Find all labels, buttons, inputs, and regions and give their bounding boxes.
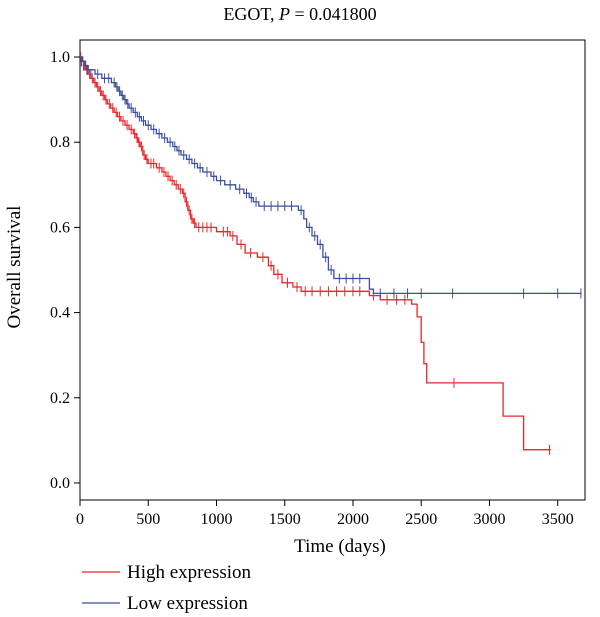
legend: High expression Low expression [82,562,252,614]
series-layer [80,52,582,455]
x-tick-label: 1500 [269,511,301,528]
x-tick-label: 500 [136,511,160,528]
chart-title-p-value: = 0.041800 [290,4,377,24]
x-axis: 0 500 1000 1500 2000 2500 3000 3500 [76,500,574,528]
x-tick-label: 2000 [337,511,369,528]
chart-title: EGOT, P = 0.041800 [223,4,376,24]
survival-curve [80,56,581,295]
y-tick-label: 0.2 [50,390,70,407]
plot-frame [79,39,586,501]
x-tick-label: 2500 [405,511,437,528]
series-high [80,52,551,455]
x-axis-title: Time (days) [294,536,386,557]
y-axis: 0.0 0.2 0.4 0.6 0.8 1.0 [50,49,80,492]
legend-label: High expression [127,562,252,583]
plot-border [79,39,586,501]
chart-title-p-symbol: P [278,4,290,24]
chart-title-prefix: EGOT, [223,4,279,24]
y-axis-title: Overall survival [4,206,25,329]
x-tick-label: 3500 [542,511,574,528]
legend-label: Low expression [127,593,248,614]
survival-curve [80,56,551,451]
y-tick-label: 0.4 [50,305,70,322]
x-tick-label: 1000 [200,511,232,528]
y-tick-label: 0.0 [50,475,70,492]
x-tick-label: 3000 [473,511,505,528]
y-tick-label: 0.8 [50,134,70,151]
x-tick-label: 0 [76,511,84,528]
y-tick-label: 0.6 [50,219,70,236]
series-low [80,56,582,299]
y-tick-label: 1.0 [50,49,70,66]
